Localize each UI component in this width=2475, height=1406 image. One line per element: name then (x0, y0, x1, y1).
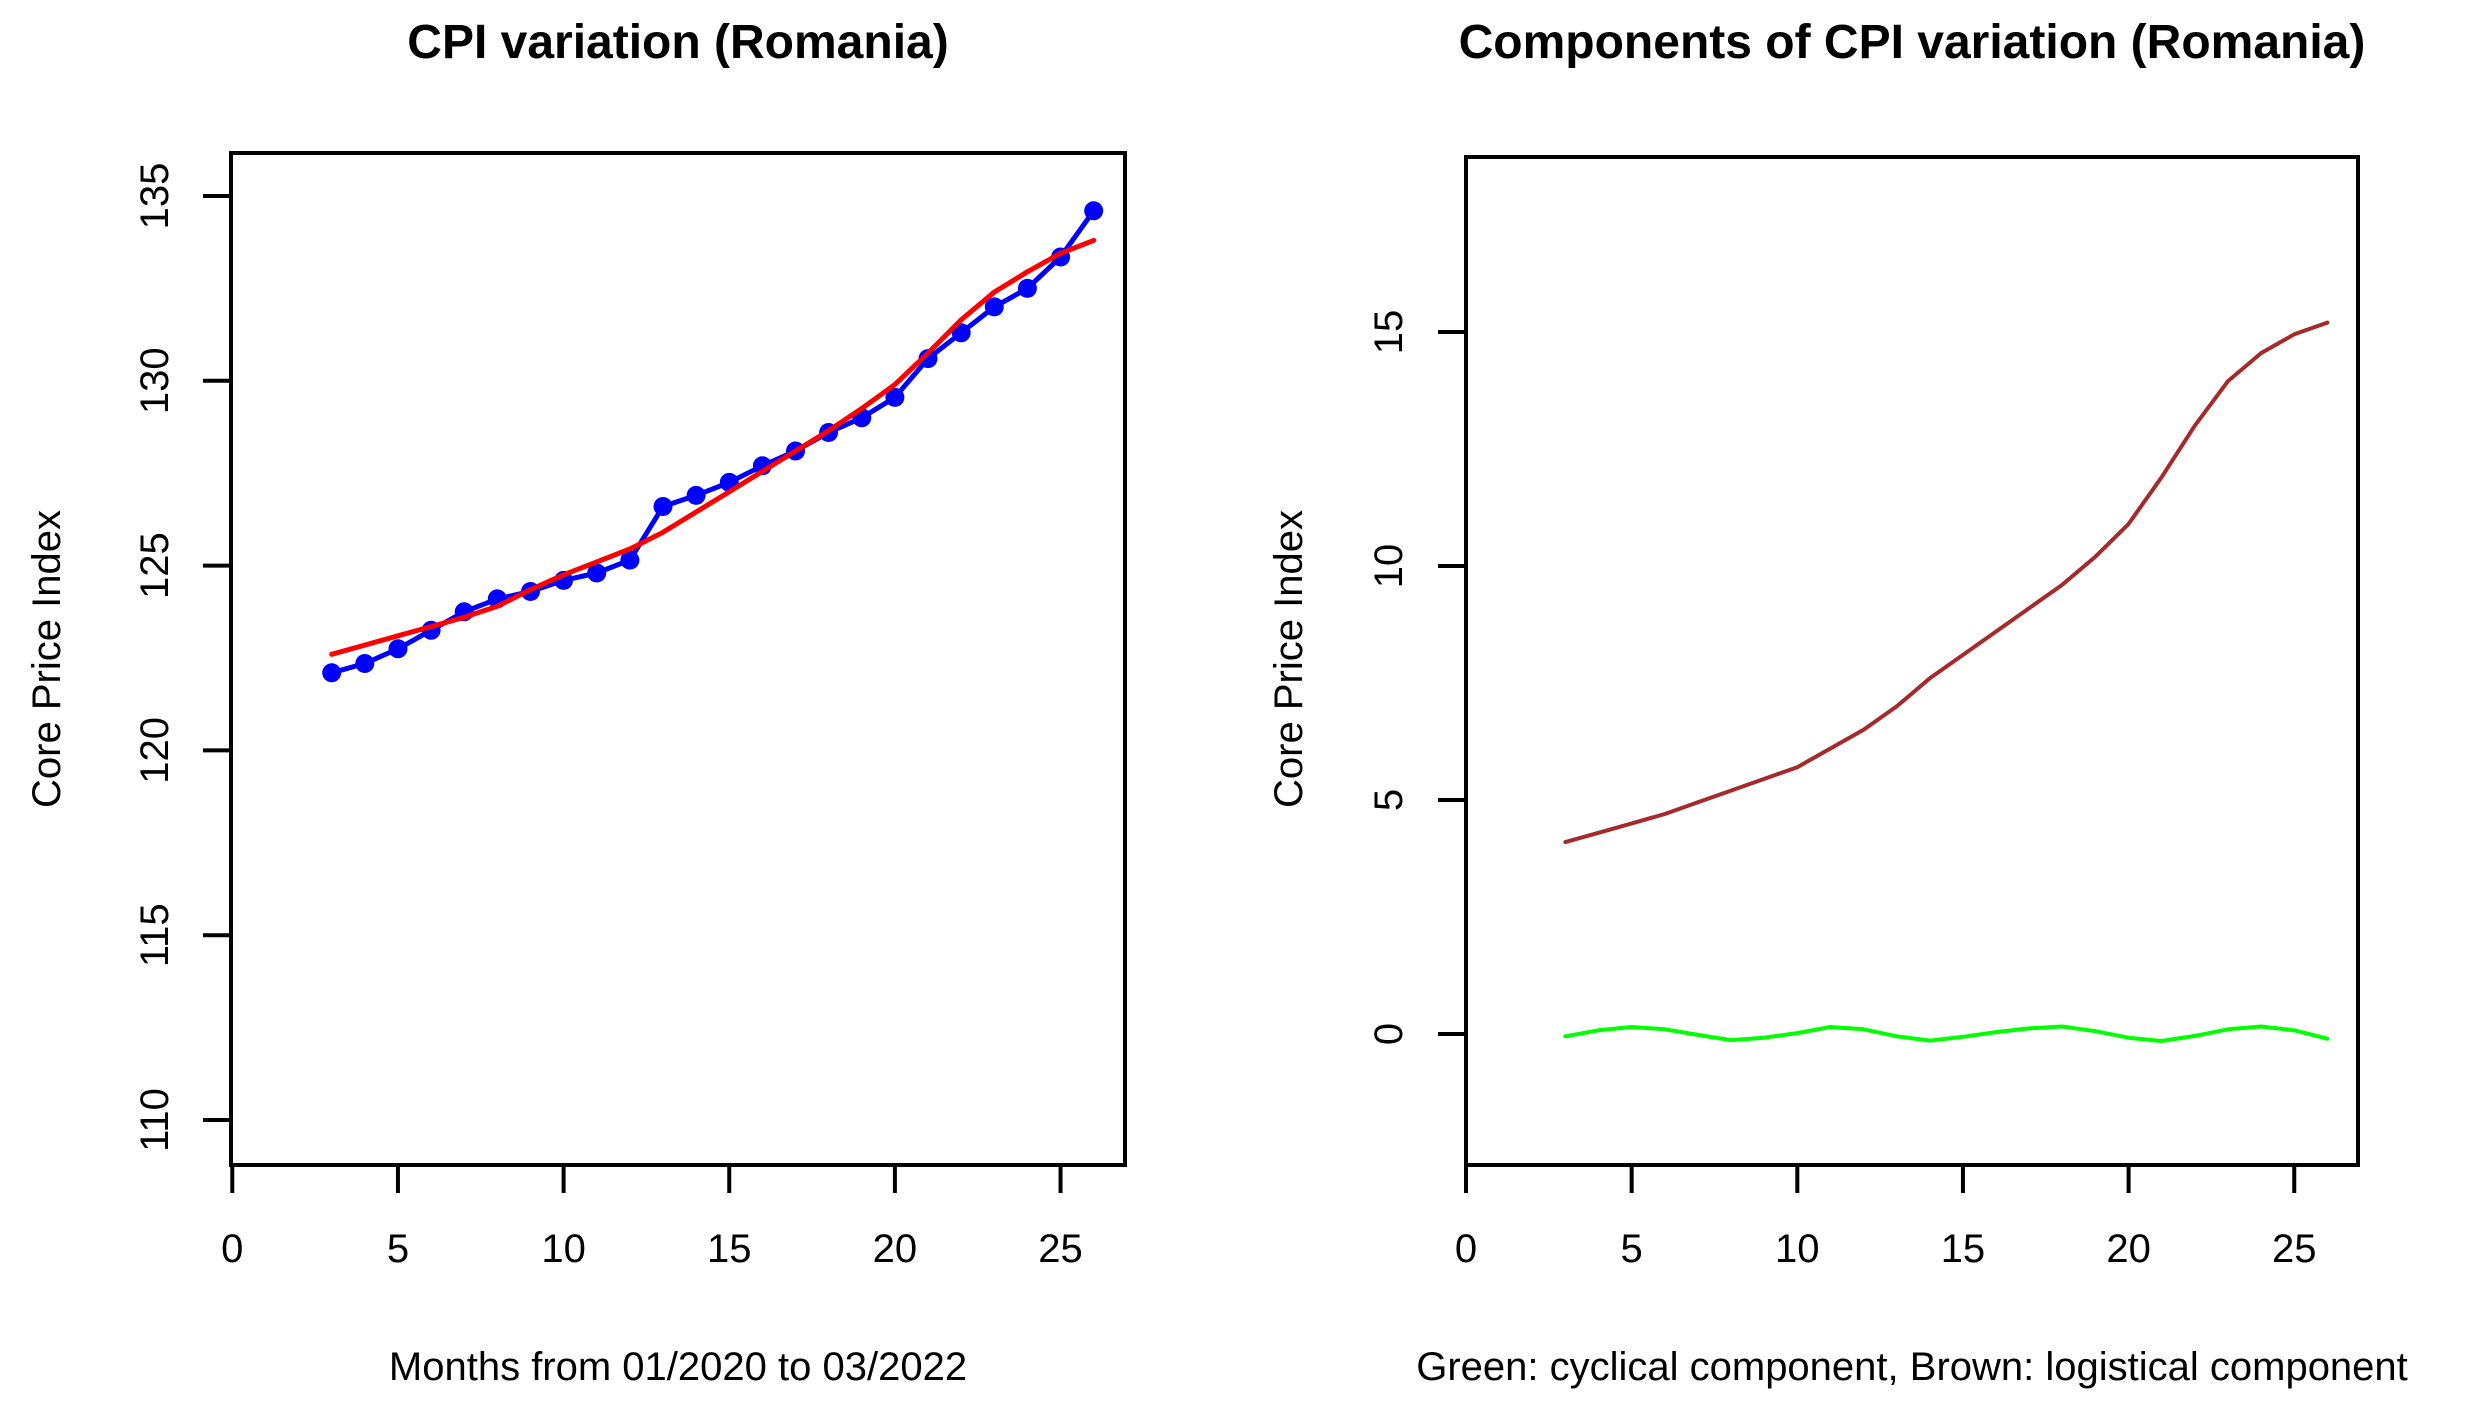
y-tick-label: 15 (1367, 310, 1411, 355)
series-line-brown-logistical (1563, 320, 2330, 845)
left-plot-ticks: 0 5 10 15 20 25 110 115 120 125 130 135 (133, 163, 1083, 1271)
data-point-blue-observed (620, 550, 640, 570)
y-tick-label: 5 (1367, 789, 1411, 811)
data-point-blue-observed (388, 639, 408, 659)
data-point-blue-observed (885, 387, 905, 407)
x-tick-label: 20 (2106, 1227, 2151, 1271)
y-tick-label: 130 (133, 347, 177, 414)
x-tick-label: 0 (1455, 1227, 1477, 1271)
x-tick-label: 10 (1775, 1227, 1820, 1271)
left-plot-xlabel: Months from 01/2020 to 03/2022 (389, 1345, 967, 1389)
left-plot: CPI variation (Romania) Core Price Index… (25, 16, 1127, 1389)
data-point-blue-observed (322, 663, 342, 683)
data-point-blue-observed (918, 349, 938, 369)
x-tick-label: 20 (873, 1227, 918, 1271)
x-tick-label: 5 (1621, 1227, 1643, 1271)
series-line-green-cyclical (1563, 1024, 2330, 1043)
x-tick-label: 5 (387, 1227, 409, 1271)
right-plot-caption: Green: cyclical component, Brown: logist… (1416, 1345, 2408, 1389)
x-tick-label: 25 (2272, 1227, 2317, 1271)
right-plot-series (1563, 320, 2330, 1043)
y-tick-label: 110 (133, 1088, 177, 1152)
y-tick-label: 120 (133, 717, 177, 784)
x-tick-label: 0 (221, 1227, 243, 1271)
x-tick-label: 25 (1038, 1227, 1083, 1271)
y-tick-label: 115 (133, 903, 177, 967)
data-point-blue-observed (587, 563, 607, 583)
left-plot-box (229, 151, 1127, 1167)
data-point-blue-observed (686, 485, 706, 505)
x-tick-label: 15 (1941, 1227, 1986, 1271)
x-tick-label: 15 (707, 1227, 752, 1271)
left-plot-ylabel: Core Price Index (25, 510, 69, 808)
data-point-blue-observed (653, 497, 673, 516)
series-line-red-smooth (329, 237, 1097, 657)
y-tick-label: 10 (1367, 544, 1411, 589)
right-plot-title: Components of CPI variation (Romania) (1459, 16, 2366, 69)
y-tick-label: 135 (133, 163, 177, 230)
data-point-blue-observed (355, 654, 375, 673)
right-plot-ticks: 0 5 10 15 20 25 0 5 10 15 (1367, 310, 2317, 1271)
y-tick-label: 125 (133, 532, 177, 599)
left-plot-series (322, 201, 1104, 683)
right-plot: Components of CPI variation (Romania) Co… (1267, 16, 2408, 1389)
data-point-blue-observed (1017, 278, 1037, 298)
x-tick-label: 10 (541, 1227, 586, 1271)
left-plot-title: CPI variation (Romania) (407, 16, 948, 69)
right-plot-box (1464, 155, 2360, 1167)
data-point-blue-observed (984, 297, 1004, 317)
series-line-blue-observed (329, 208, 1097, 676)
y-tick-label: 0 (1367, 1023, 1411, 1045)
right-plot-ylabel: Core Price Index (1267, 510, 1311, 808)
data-point-blue-observed (1084, 201, 1104, 221)
